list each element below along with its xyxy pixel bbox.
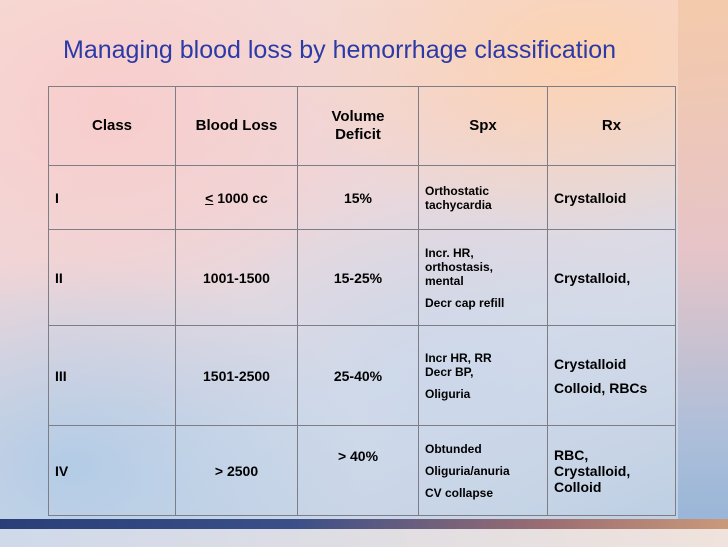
table-row: II 1001-1500 15-25% Incr. HR, orthostasi… [48, 229, 676, 326]
rx-line: Crystalloid, [554, 269, 631, 286]
cell-blood-loss: 1501-2500 [175, 325, 298, 426]
less-than-or-equal-symbol: < [205, 189, 214, 206]
cell-rx: Crystalloid, [547, 229, 676, 326]
spx-line: Oliguria [425, 386, 471, 401]
header-spx: Spx [418, 86, 548, 166]
spx-line: Incr HR, RR [425, 350, 492, 365]
spx-line: CV collapse [425, 485, 494, 500]
header-volume-deficit-line-2: Deficit [335, 126, 381, 143]
spx-line: Incr. HR, [425, 245, 474, 260]
cell-blood-loss: > 2500 [175, 425, 298, 516]
table-row: I < 1000 cc 15% Orthostatic tachycardia … [48, 165, 676, 230]
spx-line: Orthostatic [425, 183, 490, 198]
header-rx: Rx [547, 86, 676, 166]
spx-line: Decr BP, [425, 364, 474, 379]
table-row: IV > 2500 > 40% Obtunded Oliguria/anuria… [48, 425, 676, 516]
cell-class: I [48, 165, 176, 230]
decorative-bottom-bar [0, 519, 728, 529]
cell-spx: Incr HR, RR Decr BP, Oliguria [418, 325, 548, 426]
rx-line: Colloid, RBCs [554, 379, 648, 396]
cell-volume-deficit: 15% [297, 165, 419, 230]
header-blood-loss: Blood Loss [175, 86, 298, 166]
cell-class: III [48, 325, 176, 426]
header-class: Class [48, 86, 176, 166]
cell-rx: RBC, Crystalloid, Colloid [547, 425, 676, 516]
cell-rx: Crystalloid [547, 165, 676, 230]
hemorrhage-classification-table: Class Blood Loss Volume Deficit Spx Rx I… [48, 86, 676, 516]
cell-class: IV [48, 425, 176, 516]
cell-volume-deficit: > 40% [297, 425, 419, 516]
spx-line: tachycardia [425, 197, 492, 212]
decorative-right-bar [678, 0, 728, 547]
rx-line: Colloid [554, 478, 602, 495]
table-row: III 1501-2500 25-40% Incr HR, RR Decr BP… [48, 325, 676, 426]
cell-class: II [48, 229, 176, 326]
spx-line: mental [425, 273, 464, 288]
header-row: Class Blood Loss Volume Deficit Spx Rx [48, 86, 676, 166]
cell-blood-loss-value: 1000 cc [217, 189, 268, 206]
spx-line: Obtunded [425, 441, 482, 456]
rx-line: RBC, [554, 446, 589, 463]
decorative-bottom-strip [0, 529, 728, 547]
spx-line: orthostasis, [425, 259, 494, 274]
cell-spx: Incr. HR, orthostasis, mental Decr cap r… [418, 229, 548, 326]
rx-line: Crystalloid [554, 189, 627, 206]
cell-blood-loss: 1001-1500 [175, 229, 298, 326]
cell-rx: Crystalloid Colloid, RBCs [547, 325, 676, 426]
rx-line: Crystalloid, [554, 462, 631, 479]
slide-title: Managing blood loss by hemorrhage classi… [63, 36, 617, 64]
spx-line: Decr cap refill [425, 295, 505, 310]
cell-spx: Orthostatic tachycardia [418, 165, 548, 230]
cell-spx: Obtunded Oliguria/anuria CV collapse [418, 425, 548, 516]
cell-volume-deficit: 25-40% [297, 325, 419, 426]
rx-line: Crystalloid [554, 355, 627, 372]
spx-line: Oliguria/anuria [425, 463, 510, 478]
header-volume-deficit: Volume Deficit [297, 86, 419, 166]
cell-volume-deficit: 15-25% [297, 229, 419, 326]
cell-blood-loss: < 1000 cc [175, 165, 298, 230]
header-volume-deficit-line-1: Volume [331, 108, 385, 125]
